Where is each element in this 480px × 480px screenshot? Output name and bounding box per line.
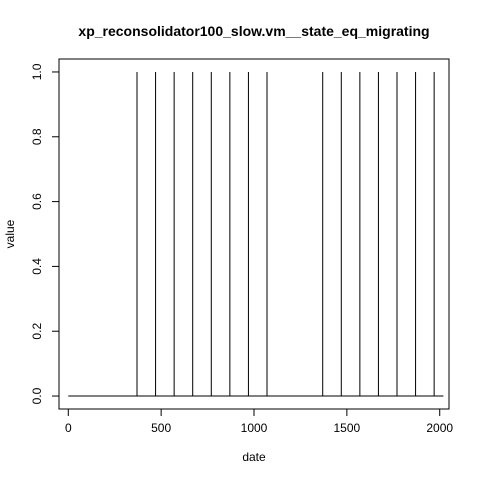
y-tick-label: 1.0 (30, 63, 44, 80)
y-tick-label: 0.8 (30, 128, 44, 145)
x-tick-label: 0 (65, 421, 72, 435)
y-axis: 0.0 0.2 0.4 0.6 0.8 1.0 (30, 63, 60, 404)
x-tick-label: 1500 (334, 421, 361, 435)
x-tick-label: 2000 (426, 421, 453, 435)
plot-frame (58, 58, 450, 410)
x-axis-label: date (242, 450, 266, 464)
y-tick-label: 0.6 (30, 193, 44, 210)
series-line (68, 71, 444, 397)
chart-title: xp_reconsolidator100_slow.vm__state_eq_m… (78, 23, 429, 39)
y-tick-label: 0.2 (30, 323, 44, 340)
y-tick-label: 0.4 (30, 258, 44, 275)
x-tick-label: 500 (151, 421, 171, 435)
x-axis: 0 500 1000 1500 2000 (65, 408, 453, 435)
y-axis-label: value (3, 219, 17, 248)
y-tick-label: 0.0 (30, 387, 44, 404)
series-layer (68, 71, 444, 397)
x-tick-label: 1000 (241, 421, 268, 435)
